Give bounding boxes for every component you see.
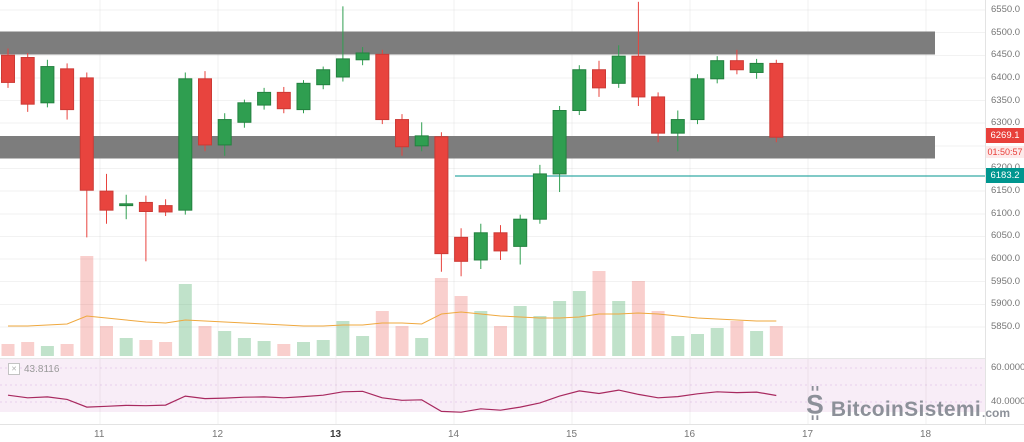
price-axis-label: 6050.0 bbox=[991, 230, 1021, 242]
rsi-axis-label: 40.0000 bbox=[991, 396, 1024, 407]
rsi-axis-label: 60.0000 bbox=[991, 362, 1024, 373]
brand-tld: .com bbox=[981, 406, 1010, 420]
price-axis-label: 5950.0 bbox=[991, 275, 1021, 287]
svg-text:S: S bbox=[806, 389, 824, 419]
price-axis-label: 6350.0 bbox=[991, 94, 1021, 106]
price-axis-label: 6150.0 bbox=[991, 185, 1021, 197]
indicator-price-badge: 6183.2 bbox=[986, 168, 1024, 184]
time-axis-label: 17 bbox=[802, 429, 814, 440]
rsi-value: 43.8116 bbox=[24, 363, 60, 375]
price-axis-label: 5850.0 bbox=[991, 320, 1021, 332]
price-axis-label: 6450.0 bbox=[991, 49, 1021, 61]
price-axis-label: 6100.0 bbox=[991, 207, 1021, 219]
rsi-remove-icon[interactable]: ✕ bbox=[8, 363, 20, 375]
price-axis-label: 6200.0 bbox=[991, 162, 1020, 173]
rsi-chart-canvas[interactable] bbox=[0, 359, 985, 424]
brand-s-icon: S bbox=[806, 386, 824, 420]
brand-name: BitcoinSistemi bbox=[830, 398, 981, 421]
bar-countdown-badge: 01:50:57 bbox=[986, 146, 1024, 159]
time-axis-label: 15 bbox=[566, 429, 578, 440]
time-axis-label: 14 bbox=[448, 429, 460, 440]
watermark-logo: S BitcoinSistemi .com bbox=[802, 386, 1010, 420]
time-axis-label: 13 bbox=[330, 429, 342, 440]
time-axis-label: 12 bbox=[212, 429, 224, 440]
price-axis-label: 6000.0 bbox=[991, 253, 1021, 265]
time-axis-label: 11 bbox=[94, 429, 105, 440]
time-axis-label: 16 bbox=[684, 429, 696, 440]
time-axis[interactable]: 11 12 13 14 15 16 17 18 bbox=[0, 424, 1024, 442]
price-axis-label: 6550.0 bbox=[991, 3, 1021, 15]
price-axis-label: 6500.0 bbox=[991, 26, 1021, 38]
price-axis-label: 5900.0 bbox=[991, 298, 1021, 310]
price-axis-label: 6300.0 bbox=[991, 117, 1021, 129]
time-axis-label: 18 bbox=[920, 429, 932, 440]
pane-separator[interactable] bbox=[0, 358, 985, 359]
current-price-badge: 6269.1 bbox=[986, 128, 1024, 144]
price-axis[interactable]: 6269.1 01:50:57 6183.2 6550.0 6500.0 6450.… bbox=[985, 0, 1024, 424]
price-chart-canvas[interactable] bbox=[0, 0, 985, 358]
price-axis-label: 6400.0 bbox=[991, 71, 1021, 83]
rsi-value-row: ✕ 43.8116 bbox=[8, 363, 59, 375]
